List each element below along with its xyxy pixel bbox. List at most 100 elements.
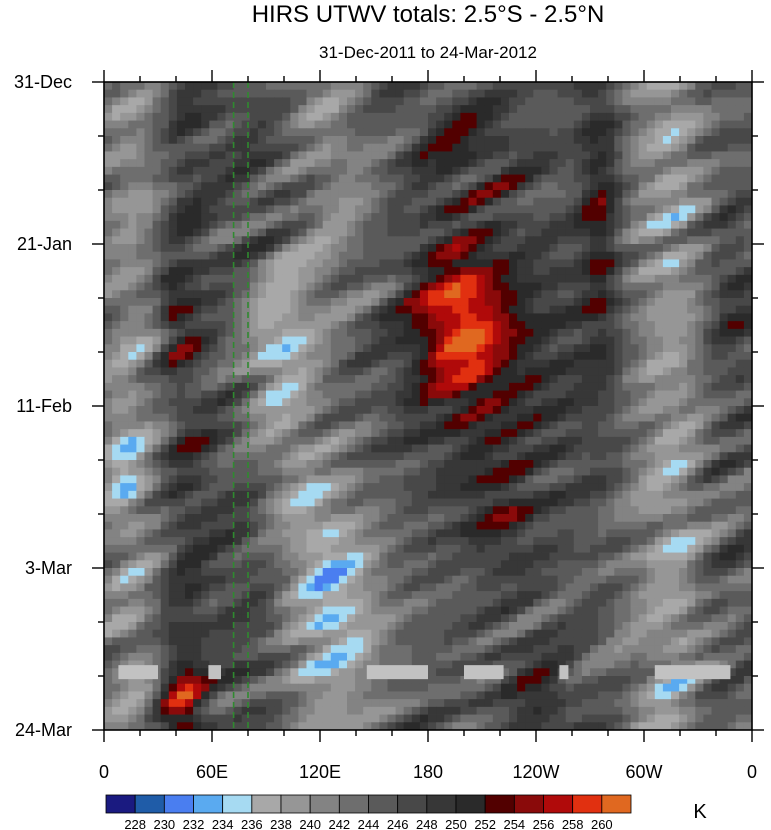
field-cell	[322, 490, 332, 499]
field-cell	[306, 490, 315, 499]
field-cell	[646, 321, 656, 330]
field-cell	[419, 197, 429, 206]
field-cell	[233, 89, 243, 98]
field-cell	[371, 544, 380, 553]
field-cell	[306, 236, 315, 245]
field-cell	[436, 390, 445, 399]
field-cell	[176, 390, 186, 399]
field-cell	[298, 467, 307, 476]
field-cell	[541, 174, 550, 183]
field-cell	[719, 537, 729, 546]
field-cell	[436, 112, 445, 121]
field-cell	[209, 375, 218, 384]
field-cell	[679, 367, 688, 376]
field-cell	[525, 97, 534, 106]
field-cell	[282, 498, 291, 507]
field-cell	[622, 128, 631, 137]
field-cell	[347, 452, 356, 461]
field-cell	[266, 97, 275, 106]
field-cell	[144, 452, 153, 461]
field-cell	[266, 236, 275, 245]
field-cell	[176, 413, 186, 422]
field-cell	[492, 205, 502, 214]
field-cell	[598, 390, 607, 399]
field-cell	[363, 151, 372, 160]
field-cell	[411, 251, 421, 260]
field-cell	[646, 413, 656, 422]
field-cell	[711, 321, 720, 330]
field-cell	[549, 182, 558, 191]
field-cell	[152, 375, 162, 384]
field-cell	[201, 82, 210, 91]
field-cell	[460, 321, 469, 330]
field-cell	[703, 166, 712, 175]
field-cell	[573, 352, 583, 361]
field-cell	[379, 382, 388, 391]
field-cell	[581, 390, 591, 399]
field-cell	[581, 421, 591, 430]
field-cell	[695, 89, 704, 98]
field-cell	[679, 166, 688, 175]
field-cell	[160, 82, 170, 91]
field-cell	[104, 151, 113, 160]
field-cell	[646, 174, 656, 183]
field-cell	[517, 290, 526, 299]
field-cell	[500, 367, 510, 376]
field-cell	[687, 259, 696, 268]
field-cell	[387, 313, 396, 322]
field-cell	[517, 251, 526, 260]
field-cell	[217, 344, 226, 353]
field-cell	[225, 375, 234, 384]
field-cell	[541, 344, 550, 353]
field-cell	[144, 197, 153, 206]
field-cell	[193, 483, 202, 492]
field-cell	[598, 82, 607, 91]
field-cell	[411, 166, 421, 175]
field-cell	[630, 467, 639, 476]
field-cell	[168, 452, 178, 461]
field-cell	[541, 136, 550, 145]
field-cell	[444, 267, 453, 276]
field-cell	[411, 112, 421, 121]
field-cell	[654, 328, 664, 337]
field-cell	[436, 382, 445, 391]
field-cell	[168, 382, 178, 391]
field-cell	[371, 298, 380, 307]
field-cell	[590, 151, 599, 160]
field-cell	[590, 352, 599, 361]
field-cell	[112, 552, 121, 561]
field-cell	[403, 89, 413, 98]
field-cell	[274, 290, 283, 299]
field-cell	[395, 205, 405, 214]
field-cell	[209, 560, 218, 569]
field-cell	[517, 228, 526, 237]
field-cell	[419, 120, 429, 129]
field-cell	[679, 514, 688, 523]
field-cell	[517, 390, 526, 399]
field-cell	[266, 467, 275, 476]
field-cell	[549, 89, 558, 98]
field-cell	[492, 552, 502, 561]
field-cell	[735, 398, 745, 407]
field-cell	[492, 112, 502, 121]
field-cell	[581, 521, 591, 530]
field-cell	[355, 236, 364, 245]
field-cell	[282, 82, 291, 91]
field-cell	[419, 205, 429, 214]
field-cell	[533, 166, 542, 175]
field-cell	[476, 182, 486, 191]
field-cell	[379, 359, 388, 368]
field-cell	[679, 298, 688, 307]
field-cell	[428, 321, 437, 330]
field-cell	[112, 274, 121, 283]
field-cell	[557, 382, 567, 391]
field-cell	[436, 290, 445, 299]
field-cell	[217, 313, 226, 322]
field-cell	[306, 244, 315, 253]
field-cell	[209, 228, 218, 237]
field-cell	[193, 521, 202, 530]
field-cell	[436, 259, 445, 268]
field-cell	[719, 406, 729, 415]
field-cell	[274, 298, 283, 307]
field-cell	[484, 220, 494, 229]
